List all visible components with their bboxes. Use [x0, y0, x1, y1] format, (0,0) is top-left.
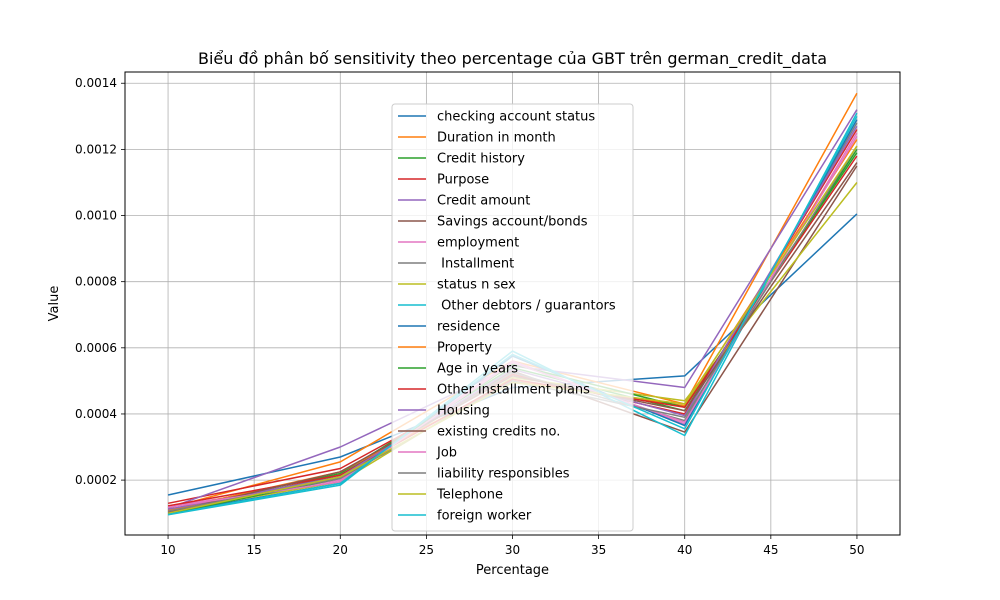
legend-label: Other installment plans — [437, 383, 590, 398]
legend-label: Age in years — [437, 362, 518, 377]
legend-label: Housing — [437, 404, 490, 419]
y-tick-label: 0.0012 — [75, 142, 117, 156]
legend-label: Credit amount — [437, 194, 530, 209]
legend-label: Installment — [437, 257, 514, 272]
legend-label: liability responsibles — [437, 467, 570, 482]
x-axis-label: Percentage — [476, 563, 549, 578]
x-tick-label: 30 — [505, 543, 520, 557]
legend-label: status n sex — [437, 278, 516, 293]
y-axis-ticks: 0.0002 0.0004 0.0006 0.0008 0.0010 0.0012 0.00… — [75, 76, 125, 487]
x-tick-label: 35 — [591, 543, 606, 557]
x-axis-ticks: 10 15 20 25 30 35 40 45 50 — [160, 535, 865, 557]
y-tick-label: 0.0010 — [75, 209, 117, 223]
legend-label: Property — [437, 341, 492, 356]
legend-label: Job — [436, 446, 457, 461]
x-tick-label: 40 — [677, 543, 692, 557]
legend-label: Credit history — [437, 152, 525, 167]
y-tick-label: 0.0004 — [75, 407, 117, 421]
y-axis-label: Value — [47, 286, 62, 322]
legend-label: foreign worker — [437, 509, 532, 524]
legend-label: Savings account/bonds — [437, 215, 588, 230]
legend-label: Other debtors / guarantors — [437, 299, 616, 314]
x-tick-label: 10 — [160, 543, 175, 557]
x-tick-label: 25 — [419, 543, 434, 557]
chart-title: Biểu đồ phân bố sensitivity theo percent… — [198, 49, 827, 69]
x-tick-label: 15 — [247, 543, 262, 557]
x-tick-label: 50 — [849, 543, 864, 557]
y-tick-label: 0.0014 — [75, 76, 117, 90]
y-tick-label: 0.0008 — [75, 275, 117, 289]
legend-label: residence — [437, 320, 500, 335]
legend-label: existing credits no. — [437, 425, 560, 440]
legend-label: Purpose — [437, 173, 489, 188]
y-tick-label: 0.0002 — [75, 473, 117, 487]
legend-label: checking account status — [437, 110, 595, 125]
legend-label: Duration in month — [437, 131, 556, 146]
x-tick-label: 45 — [763, 543, 778, 557]
legend: checking account status Duration in month… — [391, 103, 634, 532]
legend-label: Telephone — [436, 488, 503, 503]
legend-label: employment — [437, 236, 519, 251]
legend-box — [391, 103, 634, 532]
x-tick-label: 20 — [333, 543, 348, 557]
y-tick-label: 0.0006 — [75, 341, 117, 355]
